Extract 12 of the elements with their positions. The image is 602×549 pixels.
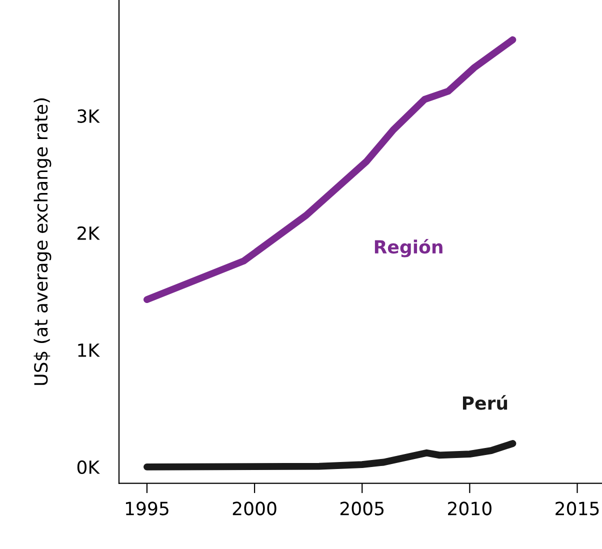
y-tick-label: 1K [78,344,100,357]
text: Región [374,238,442,258]
y-tick-label: 2K [78,226,100,240]
x-tick-label: 2005 [340,502,384,516]
x-tick-label: 2000 [232,502,276,516]
x-tick-label: 1995 [126,502,168,516]
y-axis-title: US$ (at average exchange rate) [34,98,52,385]
x-tick-label: 2010 [448,502,492,516]
x-tick-label: 2015 [556,502,599,516]
y-tick-label: 0K [77,460,100,474]
series-label: Perú [462,395,508,410]
y-tick-label: 3K [78,109,100,123]
